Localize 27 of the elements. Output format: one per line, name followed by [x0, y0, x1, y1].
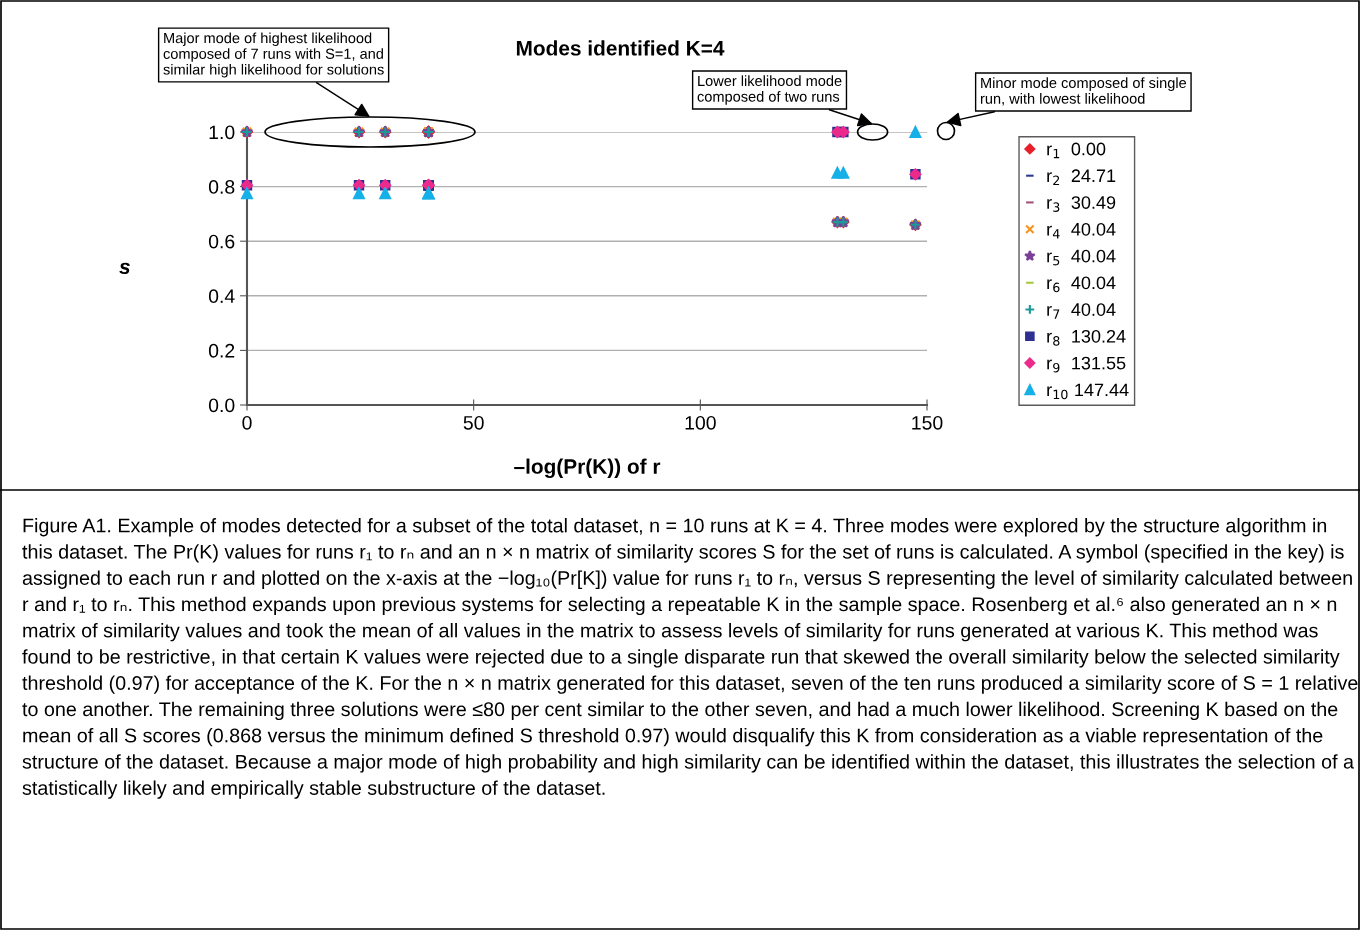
y-tick-label: 0.8: [208, 180, 235, 194]
text: Minor mode composed of single run, with lowest likelihood: [980, 77, 1187, 106]
text: Major mode of highest likelihood composed of 7 runs with S=1, and similar high likelihood for solutions: [163, 32, 384, 78]
legend-label: r$_{2}$ 24.71: [1047, 169, 1116, 185]
x-tick-label: 50: [463, 415, 484, 430]
legend-label: r$_{5}$ 40.04: [1047, 249, 1116, 266]
y-tick-label: 0.2: [208, 343, 235, 358]
x-tick-label: 0: [242, 415, 252, 430]
x-axis-title: –log(Pr(K)) of r: [514, 458, 661, 479]
x-tick-label: 100: [685, 415, 716, 430]
y-tick-label: 0.0: [208, 398, 235, 413]
legend-label: r$_{9}$ 131.55: [1047, 356, 1126, 373]
legend-label: r$_{4}$ 40.04: [1047, 222, 1116, 239]
annotation: Lower likelihood mode composed of two runs: [697, 75, 842, 105]
y-tick-label: 0.6: [208, 234, 235, 249]
x-tick-label: 150: [912, 415, 943, 430]
legend-label: r$_{6}$ 40.04: [1047, 276, 1116, 293]
legend-label: r$_{10}$ 147.44: [1047, 383, 1129, 400]
y-tick-label: 0.4: [208, 289, 235, 304]
legend-label: r$_{8}$ 130.24: [1047, 329, 1126, 346]
y-tick-label: 1.0: [209, 125, 235, 140]
chart-title: Modes identified K=4: [516, 40, 725, 56]
legend-label: r$_{7}$ 40.04: [1047, 303, 1116, 319]
legend-label: r$_{1}$ 0.00: [1047, 142, 1106, 159]
legend-label: r$_{3}$ 30.49: [1047, 196, 1116, 212]
text: Figure A1. Example of modes detected for a subset of the total dataset, n = 10 runs at K = 4. Three modes were explored by the structure algorithm in this dataset. The Pr(K) values for runs r₁ to rₙ and an n × n matrix of similarity scores S for the set of runs is calculated. A symbol (specified in the key) is assigned to each run r and plotted on the x-axis at the −log₁₀(Pr[K]) value for runs r₁ to rₙ, versus S representing the level of similarity calculated between r and r₁ to rₙ. This method expands upon previous systems for selecting a repeatable K in the sample space. Rosenberg et al.⁶ also generated an n × n matrix of similarity values and took the mean of all values in the matrix to assess levels of similarity for runs generated at various K. This method was found to be restrictive, in that certain K values were rejected due to a single disparate run that skewed the overall similarity below the selected similarity threshold (0.97) for acceptance of the K. For the n × n matrix generated for this dataset, seven of the ten runs produced a similarity score of S = 1 relative to one another. The remaining three solutions were ≤80 per cent similar to the other seven, and had a much lower likelihood. Screening K based on the mean of all S scores (0.868 versus the minimum defined S threshold 0.97) would disqualify this K from consideration as a viable representation of the structure of the dataset. Because a major mode of high probability and high similarity can be identified within the dataset, this illustrates the selection of a statistically likely and empirically stable substructure of the dataset.: [22, 518, 1358, 799]
y-axis-title: s: [119, 262, 130, 275]
